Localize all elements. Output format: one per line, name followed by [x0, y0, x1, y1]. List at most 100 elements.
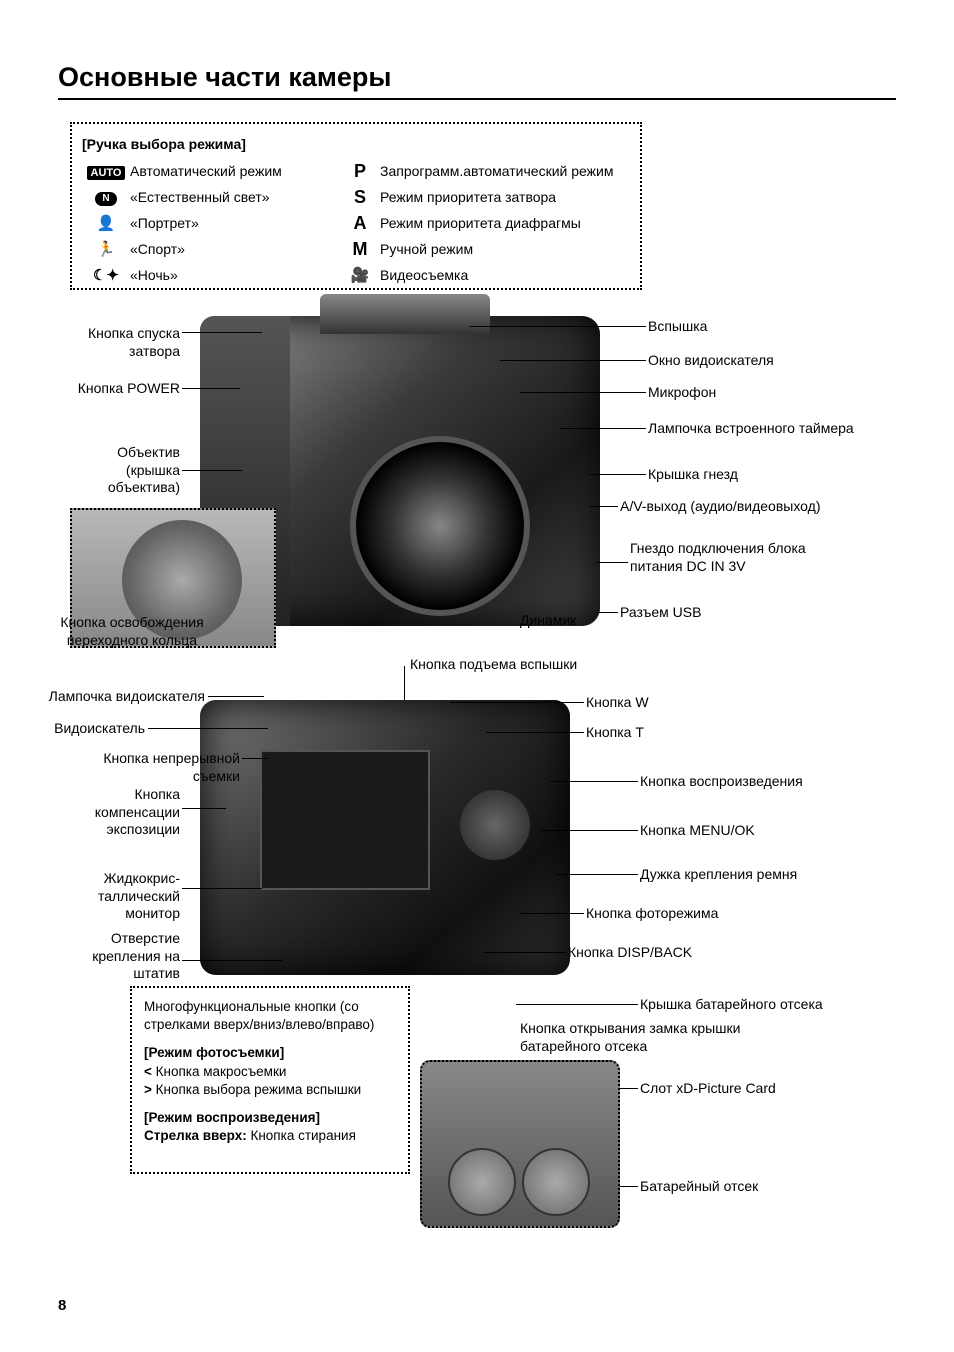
- p-icon: P: [340, 161, 380, 182]
- label-playback: Кнопка воспроизведения: [640, 773, 803, 791]
- label-batt-latch: Кнопка открывания замка крышки батарейно…: [520, 1020, 780, 1055]
- leader: [540, 830, 638, 831]
- camera-lens: [350, 436, 530, 616]
- label-w-btn: Кнопка W: [586, 694, 649, 712]
- leader: [148, 728, 268, 729]
- portrait-icon: 👤: [82, 214, 130, 232]
- label-dc-in: Гнездо подключения блока питания DC IN 3…: [630, 540, 860, 575]
- label-viewfinder-window: Окно видоискателя: [648, 352, 774, 370]
- natural-light-icon: N: [95, 192, 117, 206]
- label-socket-cover: Крышка гнезд: [648, 466, 738, 484]
- mode-a-label: Режим приоритета диафрагмы: [380, 215, 581, 231]
- mode-auto: AUTO Автоматический режим: [82, 158, 340, 184]
- leader: [486, 732, 584, 733]
- shoot-heading: [Режим фотосъемки]: [144, 1045, 284, 1060]
- camera-back-illustration: [200, 700, 570, 975]
- camera-bottom-illustration: [420, 1060, 620, 1228]
- battery-circle-1: [448, 1148, 516, 1216]
- label-viewfinder: Видоискатель: [45, 720, 145, 738]
- leader: [500, 360, 646, 361]
- mode-dial-heading: [Ручка выбора режима]: [82, 136, 630, 152]
- mode-nl-label: «Естественный свет»: [130, 189, 270, 205]
- sport-icon: 🏃: [82, 240, 130, 258]
- label-menu-ok: Кнопка MENU/OK: [640, 822, 755, 840]
- mode-sport: 🏃 «Спорт»: [82, 236, 340, 262]
- leader: [596, 612, 618, 613]
- label-disp-back: Кнопка DISP/BACK: [568, 944, 692, 962]
- mode-a: A Режим приоритета диафрагмы: [340, 210, 630, 236]
- s-icon: S: [340, 187, 380, 208]
- mode-video-label: Видеосъемка: [380, 267, 468, 283]
- label-t-btn: Кнопка T: [586, 724, 644, 742]
- camera-flash-unit: [320, 294, 490, 334]
- label-batt-compartment: Батарейный отсек: [640, 1178, 758, 1196]
- label-speaker: Динамик: [520, 612, 576, 630]
- erase-line: Стрелка вверх: Кнопка стирания: [144, 1127, 396, 1145]
- page-title: Основные части камеры: [58, 62, 391, 93]
- mode-night-label: «Ночь»: [130, 267, 178, 283]
- play-heading: [Режим воспроизведения]: [144, 1110, 320, 1125]
- auto-icon: AUTO: [87, 166, 126, 180]
- mode-p: P Запрограмм.автоматический режим: [340, 158, 630, 184]
- a-icon: A: [340, 213, 380, 234]
- m-icon: M: [340, 239, 380, 260]
- leader: [596, 562, 628, 563]
- mode-auto-label: Автоматический режим: [130, 163, 282, 179]
- lcd-screen: [260, 750, 430, 890]
- label-timer-lamp: Лампочка встроенного таймера: [648, 420, 854, 438]
- mode-night: ☾✦ «Ночь»: [82, 262, 340, 288]
- label-mic: Микрофон: [648, 384, 716, 402]
- label-flash-popup: Кнопка подъема вспышки: [410, 656, 577, 674]
- leader: [516, 1004, 638, 1005]
- leader: [590, 506, 618, 507]
- label-xd-slot: Слот xD-Picture Card: [640, 1080, 776, 1098]
- flash-mode-line: > Кнопка выбора режима вспышки: [144, 1081, 396, 1099]
- mode-sport-label: «Спорт»: [130, 241, 185, 257]
- label-tripod: Отверстие крепления на штатив: [90, 930, 180, 983]
- dpad: [460, 790, 530, 860]
- label-lens: Объектив (крышка объектива): [68, 444, 180, 497]
- leader: [556, 874, 638, 875]
- label-photo-mode: Кнопка фоторежима: [586, 905, 718, 923]
- leader: [560, 428, 646, 429]
- leader: [590, 474, 646, 475]
- leader: [550, 781, 638, 782]
- leader: [182, 388, 240, 389]
- mode-s-label: Режим приоритета затвора: [380, 189, 556, 205]
- leader: [520, 392, 646, 393]
- leader: [450, 702, 584, 703]
- mode-m-label: Ручной режим: [380, 241, 473, 257]
- leader: [182, 960, 282, 961]
- leader: [182, 470, 242, 471]
- label-ring-release: Кнопка освобождения переходного кольца: [50, 614, 214, 649]
- mode-portrait-label: «Портрет»: [130, 215, 199, 231]
- mode-m: M Ручной режим: [340, 236, 630, 262]
- label-shutter: Кнопка спуска затвора: [40, 325, 180, 360]
- label-lcd: Жидкокрис-таллический монитор: [70, 870, 180, 923]
- mode-p-label: Запрограмм.автоматический режим: [380, 163, 613, 179]
- mode-col-left: AUTO Автоматический режим N «Естественны…: [82, 158, 340, 288]
- multifn-box: Многофункциональные кнопки (со стрелками…: [130, 986, 410, 1174]
- leader: [182, 888, 262, 889]
- mode-dial-box: [Ручка выбора режима] AUTO Автоматически…: [70, 122, 642, 290]
- battery-circle-2: [522, 1148, 590, 1216]
- leader: [182, 808, 226, 809]
- video-icon: 🎥: [340, 266, 380, 284]
- night-icon: ☾✦: [82, 266, 130, 284]
- label-av-out: A/V-выход (аудио/видеовыход): [620, 498, 820, 516]
- leader: [484, 952, 566, 953]
- label-vf-lamp: Лампочка видоискателя: [15, 688, 205, 706]
- leader: [208, 696, 264, 697]
- mode-portrait: 👤 «Портрет»: [82, 210, 340, 236]
- label-ev-comp: Кнопка компенсации экспозиции: [50, 786, 180, 839]
- title-divider: [58, 98, 896, 100]
- multifn-title: Многофункциональные кнопки (со стрелками…: [144, 998, 396, 1034]
- macro-line: < Кнопка макросъемки: [144, 1063, 396, 1081]
- label-power: Кнопка POWER: [40, 380, 180, 398]
- mode-natural-light: N «Естественный свет»: [82, 184, 340, 210]
- leader: [470, 326, 646, 327]
- label-flash: Вспышка: [648, 318, 707, 336]
- mode-s: S Режим приоритета затвора: [340, 184, 630, 210]
- mode-video: 🎥 Видеосъемка: [340, 262, 630, 288]
- label-strap: Дужка крепления ремня: [640, 866, 797, 884]
